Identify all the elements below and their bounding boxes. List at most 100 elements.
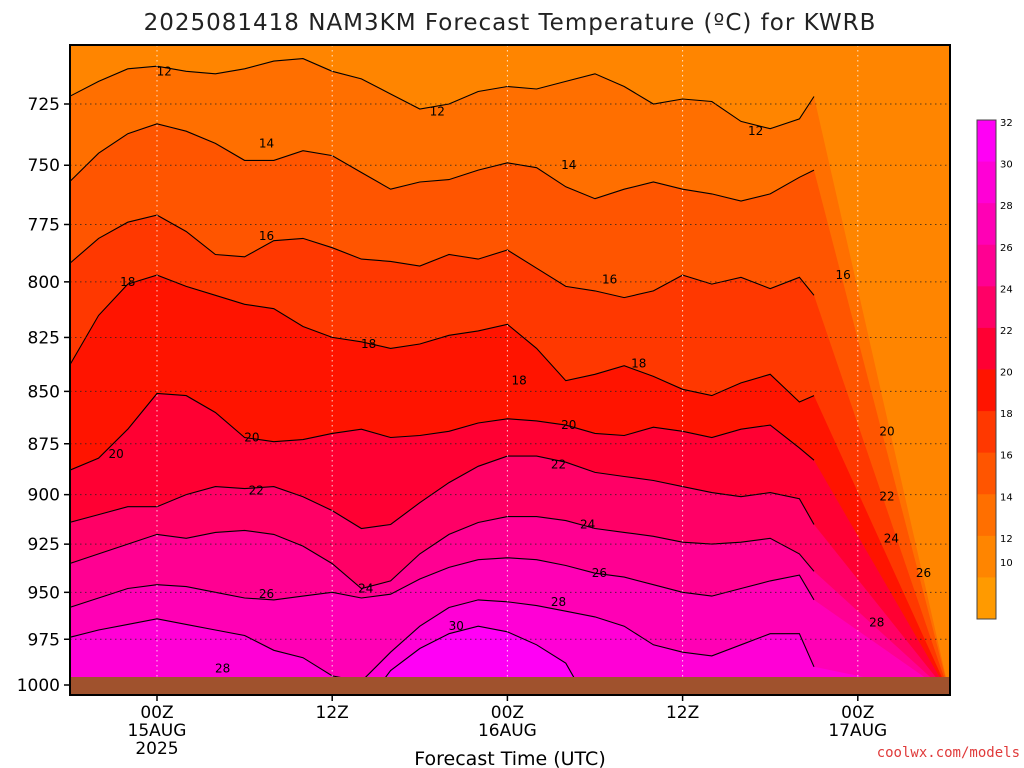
contour-line-12 xyxy=(70,58,815,130)
x-axis-label: Forecast Time (UTC) xyxy=(414,748,605,768)
contour-line-18 xyxy=(70,274,815,403)
chart-title: 2025081418 NAM3KM Forecast Temperature (… xyxy=(144,10,877,36)
colorbar-label: 26 xyxy=(1000,243,1013,254)
contour-label-30: 30 xyxy=(449,619,464,633)
y-tick-label: 900 xyxy=(28,486,60,506)
colorbar-swatch xyxy=(977,203,996,246)
colorbar-label: 12 xyxy=(1000,534,1013,545)
y-tick-label: 750 xyxy=(28,156,60,176)
y-tick-label: 775 xyxy=(28,215,60,235)
contour-label-22: 22 xyxy=(879,490,894,504)
contour-line-14 xyxy=(70,123,815,202)
contour-label-18: 18 xyxy=(511,374,526,388)
colorbar-swatch xyxy=(977,161,996,204)
x-tick-label: 16AUG xyxy=(478,721,537,741)
contour-line-24 xyxy=(70,516,815,590)
contour-label-12: 12 xyxy=(748,124,763,138)
colorbar-label: 24 xyxy=(1000,284,1013,295)
colorbar: 10 12 14 16 18 20 22 24 26 28 30 32 xyxy=(976,118,1013,620)
colorbar-label: 16 xyxy=(1000,451,1013,462)
y-tick-label: 875 xyxy=(28,435,60,455)
contour-label-26: 26 xyxy=(592,566,607,580)
contour-label-28: 28 xyxy=(551,595,566,609)
colorbar-label: 28 xyxy=(1000,201,1013,212)
contour-line-28 xyxy=(70,599,815,682)
colorbar-frame xyxy=(976,119,997,620)
contour-label-28: 28 xyxy=(869,616,884,630)
contour-label-26: 26 xyxy=(259,587,274,601)
contour-line-22 xyxy=(70,455,815,530)
ground-surface xyxy=(70,677,950,695)
y-tick-label: 975 xyxy=(28,630,60,650)
colorbar-label: 18 xyxy=(1000,409,1013,420)
colorbar-swatch xyxy=(977,411,996,454)
contour-label-20: 20 xyxy=(108,447,123,461)
y-tick-label: 1000 xyxy=(17,676,60,696)
contour-label-16: 16 xyxy=(259,229,274,243)
colorbar-swatch xyxy=(977,452,996,495)
y-tick-label: 925 xyxy=(28,535,60,555)
y-tick-label: 800 xyxy=(28,273,60,293)
x-tick-label: 00Z xyxy=(841,703,874,723)
x-tick-label: 12Z xyxy=(666,703,699,723)
contour-label-26: 26 xyxy=(916,566,931,580)
y-tick-label: 950 xyxy=(28,583,60,603)
x-tick-label: 17AUG xyxy=(828,721,887,741)
colorbar-swatch xyxy=(977,120,996,163)
colorbar-swatch xyxy=(977,494,996,537)
colorbar-swatch xyxy=(977,535,996,578)
contour-label-20: 20 xyxy=(561,418,576,432)
contour-label-18: 18 xyxy=(120,275,135,289)
colorbar-swatch xyxy=(977,244,996,287)
contour-line-16 xyxy=(70,214,815,299)
contour-label-12: 12 xyxy=(157,64,172,78)
y-tick-label: 725 xyxy=(28,95,60,115)
x-tick-label: 00Z xyxy=(140,703,173,723)
colorbar-label: 10 xyxy=(1000,558,1013,569)
y-tick-label: 825 xyxy=(28,328,60,348)
colorbar-swatch xyxy=(977,327,996,370)
contour-label-28: 28 xyxy=(215,662,230,676)
colorbar-label: 14 xyxy=(1000,492,1013,503)
contour-label-14: 14 xyxy=(561,158,576,172)
contour-label-24: 24 xyxy=(884,531,899,545)
contour-label-24: 24 xyxy=(580,518,595,532)
x-tick-label: 00Z xyxy=(491,703,524,723)
contour-label-16: 16 xyxy=(602,273,617,287)
x-tick-label: 2025 xyxy=(135,739,178,759)
plot-frame xyxy=(69,44,951,696)
y-axis: 725 750 775 800 825 850 875 900 925 950 975 1000 xyxy=(17,95,70,696)
y-tick-label: 850 xyxy=(28,382,60,402)
temperature-bands xyxy=(70,45,950,695)
contour-label-20: 20 xyxy=(244,431,259,445)
colorbar-swatch xyxy=(977,577,996,620)
contour-label-22: 22 xyxy=(551,457,566,471)
contour-label-18: 18 xyxy=(361,337,376,351)
contour-label-20: 20 xyxy=(879,424,894,438)
colorbar-label: 32 xyxy=(1000,118,1013,129)
contour-label-16: 16 xyxy=(836,268,851,282)
contour-label-24: 24 xyxy=(358,582,373,596)
grid-lines xyxy=(70,45,950,695)
contour-label-12: 12 xyxy=(430,104,445,118)
colorbar-label: 30 xyxy=(1000,160,1013,171)
surface-band xyxy=(70,677,950,695)
colorbar-swatch xyxy=(977,369,996,412)
contour-line-20 xyxy=(70,392,815,471)
contour-line-30 xyxy=(372,625,584,695)
colorbar-swatch xyxy=(977,286,996,329)
contour-label-14: 14 xyxy=(259,136,274,150)
contour-label-18: 18 xyxy=(631,357,646,371)
colorbar-label: 20 xyxy=(1000,368,1013,379)
x-tick-label: 15AUG xyxy=(128,721,187,741)
contour-lines xyxy=(70,58,815,695)
contour-line-26 xyxy=(70,557,815,608)
colorbar-label: 22 xyxy=(1000,326,1013,337)
credit-text: coolwx.com/models xyxy=(877,745,1020,761)
x-tick-label: 12Z xyxy=(316,703,349,723)
contour-label-22: 22 xyxy=(249,484,264,498)
